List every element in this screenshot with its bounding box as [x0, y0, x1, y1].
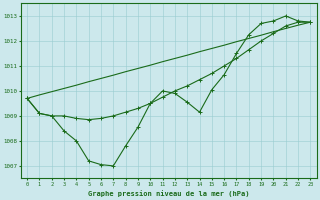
X-axis label: Graphe pression niveau de la mer (hPa): Graphe pression niveau de la mer (hPa) — [88, 190, 250, 197]
